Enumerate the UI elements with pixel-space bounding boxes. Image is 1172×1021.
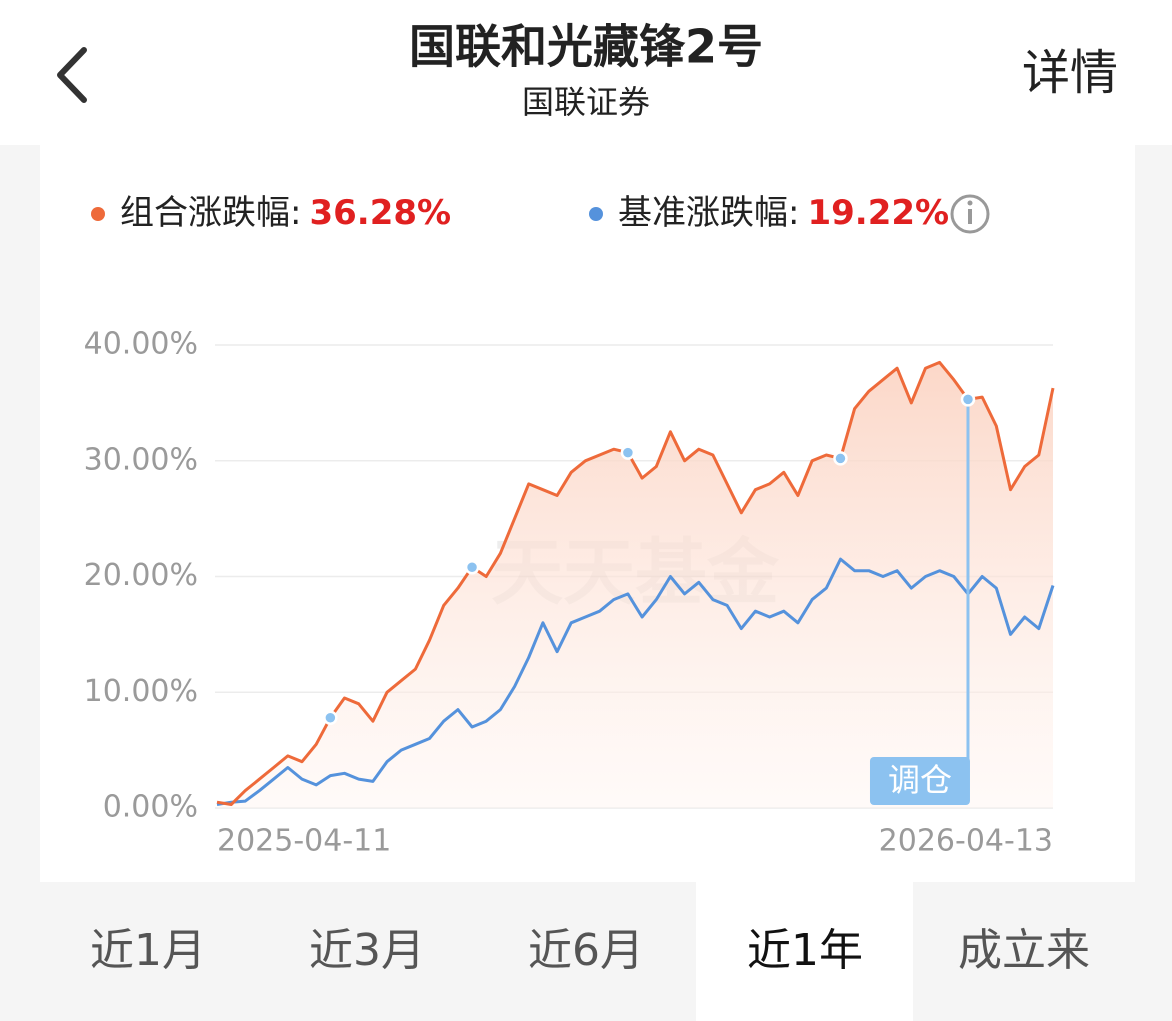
info-icon[interactable] bbox=[950, 194, 990, 234]
y-tick-label: 10.00% bbox=[84, 674, 198, 709]
page-subtitle: 国联证券 bbox=[522, 83, 650, 121]
page-title: 国联和光藏锋2号 bbox=[409, 20, 763, 74]
tab[interactable]: 成立来 bbox=[958, 925, 1090, 976]
rebalance-label: 调仓 bbox=[888, 761, 952, 799]
rebalance-marker[interactable] bbox=[833, 451, 848, 466]
y-tick-label: 0.00% bbox=[103, 790, 198, 825]
rebalance-marker[interactable] bbox=[464, 559, 480, 575]
series-line bbox=[216, 557, 1055, 806]
header-bar bbox=[0, 0, 1172, 145]
y-tick-label: 40.00% bbox=[84, 327, 198, 362]
legend-dot bbox=[589, 207, 603, 221]
rebalance-tag bbox=[869, 757, 970, 805]
tab-bar: 近1月 近3月 近6月 近1年 成立来 bbox=[90, 882, 1090, 1021]
info-circle bbox=[950, 194, 990, 234]
area bbox=[217, 362, 1053, 808]
tab[interactable]: 近1月 bbox=[90, 925, 206, 976]
info-dot bbox=[967, 200, 973, 206]
tab-selected-bg bbox=[696, 882, 913, 1021]
legend-name: 基准涨跌幅: bbox=[618, 193, 799, 233]
tab[interactable]: 近6月 bbox=[528, 925, 644, 976]
x-tick-label: 2026-04-13 bbox=[879, 824, 1053, 859]
legend-value: 19.22% bbox=[807, 193, 949, 233]
legend-name: 组合涨跌幅: bbox=[120, 193, 301, 233]
y-tick-label: 30.00% bbox=[84, 442, 198, 477]
series-line bbox=[216, 360, 1055, 806]
legend-label: 组合涨跌幅: 36.28% bbox=[120, 193, 451, 233]
tab[interactable]: 近3月 bbox=[309, 925, 425, 976]
rebalance-marker[interactable] bbox=[620, 445, 636, 460]
x-tick-label: 2025-04-11 bbox=[217, 824, 391, 859]
legend-dot bbox=[91, 207, 105, 221]
back-button[interactable] bbox=[57, 47, 87, 103]
detail-button[interactable]: 详情 bbox=[1022, 45, 1118, 101]
chart: 组合涨跌幅: 36.28% 基准涨跌幅: 19.22% 0.00% 10.00% 20.00… bbox=[84, 193, 1055, 859]
rebalance-marker[interactable] bbox=[960, 392, 976, 407]
legend-label: 基准涨跌幅: 19.22% bbox=[618, 193, 949, 233]
y-tick-label: 20.00% bbox=[84, 558, 198, 593]
tab[interactable]: 近1年 bbox=[747, 925, 863, 976]
rebalance-marker[interactable] bbox=[323, 710, 338, 725]
legend-value: 36.28% bbox=[309, 193, 451, 233]
